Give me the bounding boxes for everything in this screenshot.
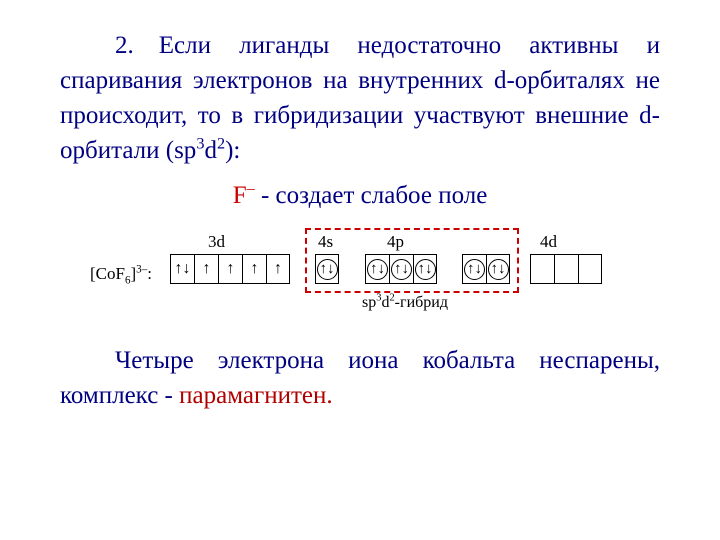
label-4p: 4p [387, 232, 404, 252]
page: 2. Если лиганды недостаточно активны и с… [0, 0, 720, 540]
f-symbol: F– [233, 182, 255, 209]
cell-4d-1: ↑↓ [462, 254, 486, 284]
group-4d-b [530, 254, 602, 284]
label-3d: 3d [208, 232, 225, 252]
cell-4d-4 [554, 254, 578, 284]
label-4d: 4d [540, 232, 557, 252]
cell-3d-3: ↑ [218, 254, 242, 284]
cell-3d-4: ↑ [242, 254, 266, 284]
f-rest: - создает слабое поле [255, 182, 488, 209]
paragraph-2: Четыре электрона иона кобальта неспарены… [60, 343, 660, 413]
label-4s: 4s [318, 232, 333, 252]
cell-4p-2: ↑↓ [389, 254, 413, 284]
complex-formula: [CoF6]3–: [90, 264, 152, 284]
cell-3d-2: ↑ [194, 254, 218, 284]
para1-sup2: 2 [217, 135, 225, 153]
cell-4s-1: ↑↓ [315, 254, 339, 284]
group-4d-a: ↑↓ ↑↓ [462, 254, 510, 284]
cell-4d-5 [578, 254, 602, 284]
group-4s: ↑↓ [315, 254, 339, 284]
circle-4d-2: ↑↓ [488, 259, 509, 280]
circle-4p-1: ↑↓ [367, 259, 388, 280]
cell-3d-5: ↑ [266, 254, 290, 284]
cell-4p-1: ↑↓ [365, 254, 389, 284]
circle-4s-1: ↑↓ [317, 259, 338, 280]
para1-suffix: ): [225, 137, 240, 164]
para2-red: парамагнитен. [179, 382, 332, 409]
hybrid-label: sp3d2-гибрид [335, 294, 475, 312]
cell-4p-3: ↑↓ [413, 254, 437, 284]
orbital-diagram: [CoF6]3–: 3d 4s 4p 4d ↑↓ ↑ ↑ ↑ ↑ ↑↓ ↑↓ ↑… [90, 228, 630, 323]
group-4p: ↑↓ ↑↓ ↑↓ [365, 254, 437, 284]
cell-4d-2: ↑↓ [486, 254, 510, 284]
para1-mid: d [204, 137, 217, 164]
circle-4d-1: ↑↓ [464, 259, 485, 280]
circle-4p-2: ↑↓ [391, 259, 412, 280]
para2-text: Четыре электрона иона кобальта неспарены… [60, 347, 660, 409]
paragraph-1: 2. Если лиганды недостаточно активны и с… [60, 28, 660, 168]
para1-prefix: 2. Если лиганды недостаточно активны и с… [60, 32, 660, 164]
cell-4d-3 [530, 254, 554, 284]
f-line: F– - создает слабое поле [60, 182, 660, 210]
cell-3d-1: ↑↓ [170, 254, 194, 284]
circle-4p-3: ↑↓ [415, 259, 436, 280]
group-3d: ↑↓ ↑ ↑ ↑ ↑ [170, 254, 290, 284]
